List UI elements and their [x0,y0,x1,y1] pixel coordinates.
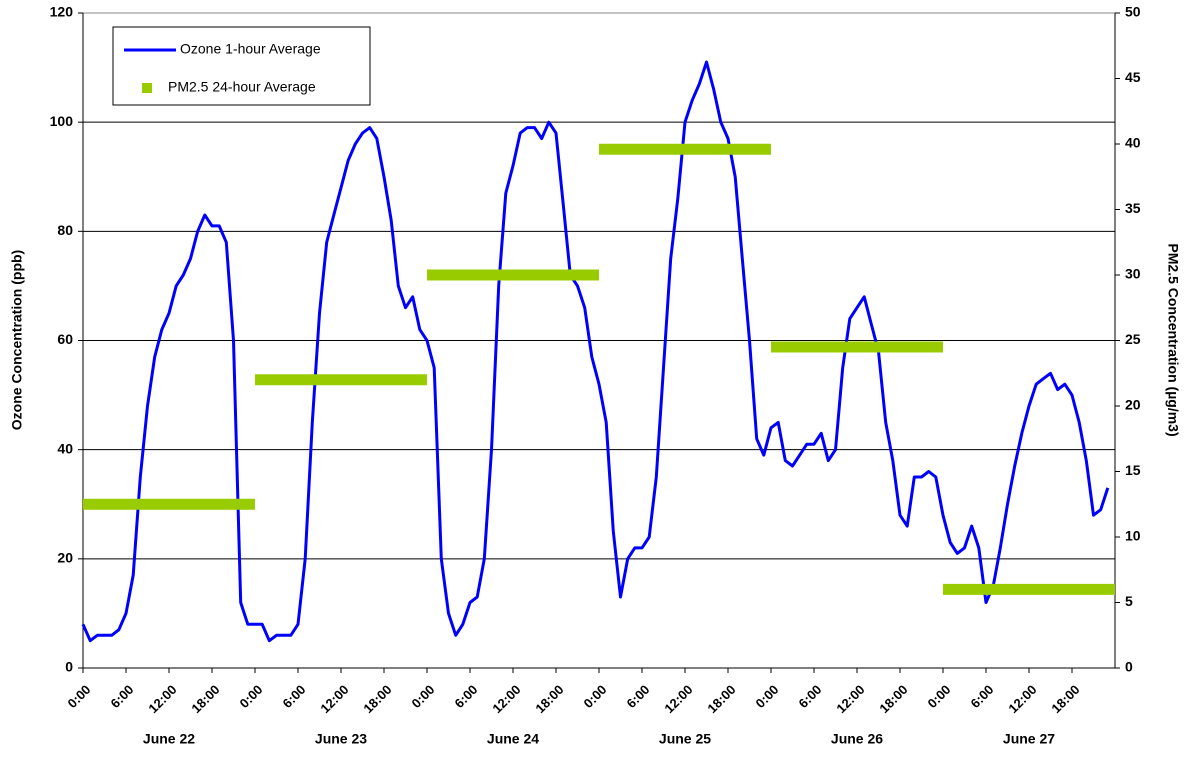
x-tick-label: 18:00 [1048,682,1082,716]
y2-axis-title: PM2.5 Concentration (µg/m3) [1165,243,1181,436]
y2-tick-label: 10 [1125,528,1141,544]
x-tick-label: 12:00 [145,682,179,716]
y2-tick-label: 15 [1125,462,1141,478]
day-label: June 25 [659,731,711,747]
y2-tick-label: 25 [1125,331,1141,347]
x-tick-label: 18:00 [188,682,222,716]
x-tick-label: 0:00 [925,682,954,711]
x-tick-label: 6:00 [280,682,309,711]
legend-swatch [142,83,152,93]
x-tick-label: 0:00 [753,682,782,711]
y2-tick-label: 35 [1125,200,1141,216]
y2-tick-label: 50 [1125,4,1141,20]
legend-label: Ozone 1-hour Average [180,41,321,57]
x-tick-label: 18:00 [704,682,738,716]
y2-tick-label: 45 [1125,69,1141,85]
y-tick-label: 40 [57,440,73,456]
day-label: June 23 [315,731,367,747]
x-tick-label: 6:00 [452,682,481,711]
x-tick-label: 0:00 [409,682,438,711]
day-label: June 24 [487,731,539,747]
day-label: June 26 [831,731,883,747]
y-tick-label: 60 [57,331,73,347]
y-tick-label: 20 [57,550,73,566]
x-tick-label: 6:00 [796,682,825,711]
y2-tick-label: 40 [1125,135,1141,151]
x-tick-label: 12:00 [661,682,695,716]
y2-tick-label: 5 [1125,593,1133,609]
x-tick-label: 12:00 [317,682,351,716]
x-tick-label: 12:00 [489,682,523,716]
y-axis-title: Ozone Concentration (ppb) [9,250,25,430]
x-tick-label: 18:00 [360,682,394,716]
legend-box [112,26,371,106]
y-tick-label: 0 [65,659,73,675]
y-tick-label: 100 [50,113,74,129]
x-tick-label: 6:00 [624,682,653,711]
x-tick-label: 0:00 [581,682,610,711]
legend-label: PM2.5 24-hour Average [168,79,316,95]
x-tick-label: 12:00 [1005,682,1039,716]
x-tick-label: 0:00 [65,682,94,711]
x-tick-label: 6:00 [968,682,997,711]
day-label: June 22 [143,731,195,747]
y-tick-label: 80 [57,222,73,238]
ozone-line [81,60,1110,643]
x-tick-label: 12:00 [833,682,867,716]
day-label: June 27 [1003,731,1055,747]
y-tick-label: 120 [50,4,74,20]
y2-tick-label: 30 [1125,266,1141,282]
x-tick-label: 6:00 [108,682,137,711]
x-tick-label: 18:00 [876,682,910,716]
y2-tick-label: 0 [1125,659,1133,675]
x-tick-label: 0:00 [237,682,266,711]
x-tick-label: 18:00 [532,682,566,716]
y2-tick-label: 20 [1125,397,1141,413]
